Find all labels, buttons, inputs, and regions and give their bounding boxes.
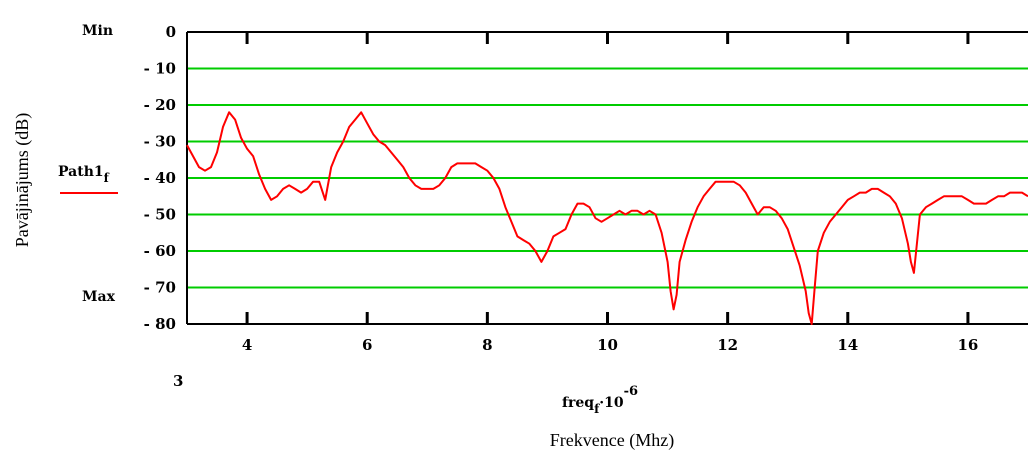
legend-name: Path1 [58, 164, 104, 180]
y-tick-label: - 40 [144, 169, 176, 187]
legend: Path1f [58, 164, 118, 194]
legend-subscript: f [104, 171, 110, 185]
y-tick-labels: 0 - 10 - 20 - 30 - 40 - 50 - 60 - 70 - 80 [144, 23, 176, 333]
x-tick-label: 14 [837, 336, 858, 354]
y-top-side-label: Min [82, 23, 113, 39]
y-bottom-side-label: Max [82, 289, 116, 305]
x-axis-ticks [245, 32, 970, 324]
series-path1 [186, 111, 1028, 325]
x-tick-label: 8 [482, 336, 492, 354]
x-axis-title: Frekvence (Mhz) [550, 430, 674, 451]
y-tick-label: - 70 [144, 279, 176, 297]
series-line-0 [186, 111, 1028, 325]
y-tick-label: - 60 [144, 242, 176, 260]
y-tick-label: - 80 [144, 315, 176, 333]
x-expr-subscript: f [594, 402, 600, 416]
x-axis-expression: freqf·10-6 [562, 384, 638, 416]
grid-lines [187, 67, 1028, 289]
x-expr-base: freq [562, 395, 594, 411]
x-expr-multiplier: ·10 [599, 395, 624, 411]
y-tick-label: - 50 [144, 206, 176, 224]
x-tick-label: 6 [362, 336, 372, 354]
x-tick-label: 16 [957, 336, 978, 354]
x-tick-label: 10 [597, 336, 618, 354]
y-axis-title: Pavājinājums (dB) [12, 113, 33, 247]
y-tick-label: - 10 [144, 60, 176, 78]
x-tick-labels: 4 6 8 10 12 14 16 [242, 336, 979, 354]
legend-label: Path1f [58, 164, 110, 185]
x-tick-label: 4 [242, 336, 252, 354]
x-min-label: 3 [173, 372, 183, 390]
y-tick-label: - 30 [144, 133, 176, 151]
x-tick-label: 12 [717, 336, 738, 354]
x-expr-exponent: -6 [624, 384, 638, 399]
y-tick-label: - 20 [144, 96, 176, 114]
y-tick-label: 0 [166, 23, 176, 41]
